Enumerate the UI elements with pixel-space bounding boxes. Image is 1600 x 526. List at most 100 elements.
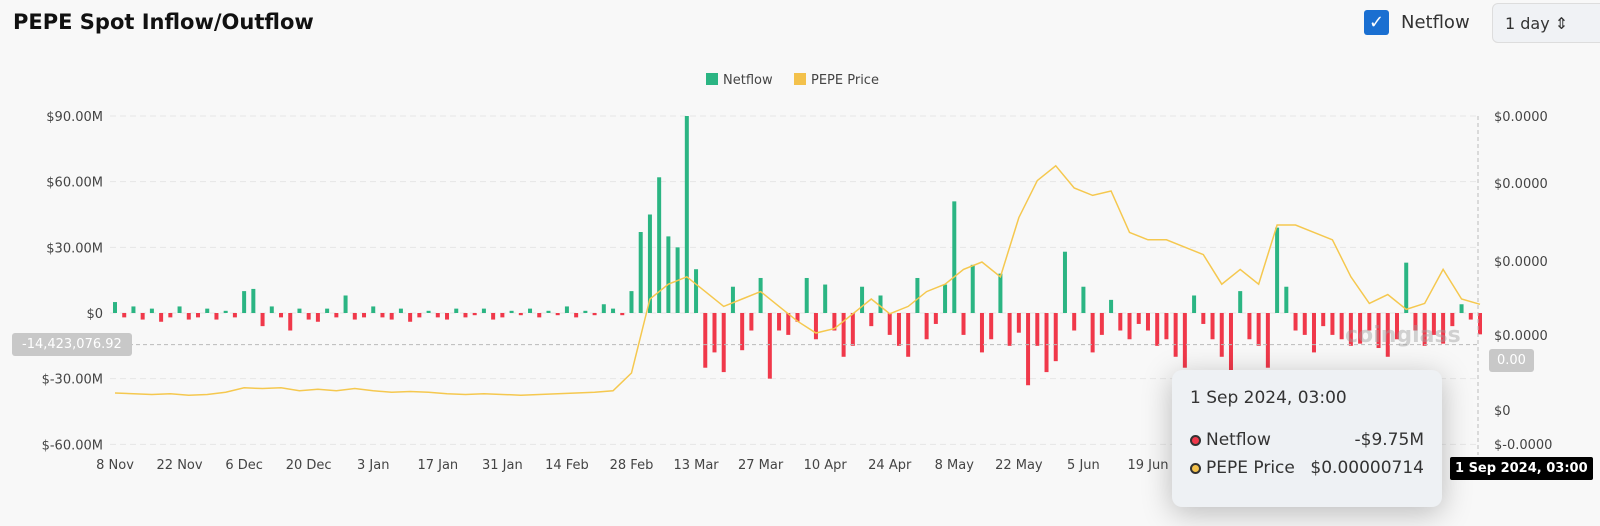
netflow-bar: [398, 308, 403, 313]
netflow-bar: [795, 313, 800, 322]
netflow-bar: [1450, 313, 1455, 327]
netflow-bar: [500, 313, 505, 318]
netflow-bar: [196, 313, 201, 318]
crosshair-x-label: 1 Sep 2024, 03:00: [1450, 457, 1593, 480]
y-left-tick: $-60.00M: [42, 438, 103, 453]
netflow-bar: [269, 306, 274, 313]
netflow-bar: [1385, 313, 1390, 357]
interval-select[interactable]: 1 day ⇕: [1492, 3, 1600, 43]
netflow-bar: [1053, 313, 1058, 362]
netflow-bar: [1431, 313, 1436, 335]
netflow-bar: [1099, 313, 1104, 335]
netflow-bar: [767, 313, 772, 379]
page-title: PEPE Spot Inflow/Outflow: [13, 10, 314, 34]
netflow-bar: [315, 313, 320, 322]
x-tick: 22 May: [995, 458, 1043, 473]
netflow-bar: [1275, 227, 1280, 313]
netflow-bar: [140, 313, 145, 320]
netflow-bar: [933, 313, 938, 324]
y-right-tick: $0: [1494, 404, 1511, 419]
netflow-bar: [740, 313, 745, 351]
netflow-bar: [777, 313, 782, 331]
netflow-bar: [887, 313, 892, 335]
netflow-bar: [721, 313, 726, 373]
netflow-bar: [869, 313, 874, 327]
x-tick: 27 Mar: [738, 458, 784, 473]
netflow-bar: [952, 201, 957, 313]
netflow-bar: [251, 288, 256, 313]
netflow-bar: [583, 310, 588, 313]
netflow-bar: [943, 284, 948, 313]
netflow-bar: [1007, 313, 1012, 346]
netflow-bar: [712, 313, 717, 353]
netflow-bar: [1044, 313, 1049, 373]
netflow-bar: [786, 313, 791, 335]
netflow-checkbox-label[interactable]: Netflow: [1401, 12, 1470, 33]
netflow-bar: [555, 313, 560, 316]
netflow-bar: [1182, 313, 1187, 368]
netflow-bar: [463, 313, 468, 318]
netflow-bar: [970, 264, 975, 313]
netflow-bar: [860, 286, 865, 313]
y-left-tick: $0: [86, 307, 103, 322]
netflow-bar: [1136, 313, 1141, 324]
netflow-bar: [1468, 313, 1473, 320]
netflow-bar: [1413, 313, 1418, 331]
netflow-bar: [389, 313, 394, 320]
netflow-bar: [371, 306, 376, 313]
crosshair-right-label: 0.00: [1489, 349, 1534, 372]
netflow-bar: [896, 313, 901, 346]
x-tick: 14 Feb: [545, 458, 589, 473]
netflow-bar: [1367, 313, 1372, 331]
netflow-bar: [186, 313, 191, 320]
netflow-bar: [435, 313, 440, 318]
netflow-bar: [1247, 313, 1252, 340]
netflow-bar: [1339, 313, 1344, 340]
tooltip-value: $0.00000714: [1310, 458, 1424, 478]
netflow-bar: [1348, 313, 1353, 346]
x-tick: 3 Jan: [357, 458, 389, 473]
x-tick: 13 Mar: [673, 458, 719, 473]
netflow-bar: [343, 295, 348, 313]
netflow-bar: [177, 306, 182, 313]
netflow-bar: [924, 313, 929, 340]
tooltip: 1 Sep 2024, 03:00 Netflow -$9.75M PEPE P…: [1172, 370, 1442, 507]
netflow-bar: [159, 313, 164, 322]
netflow-bar: [758, 277, 763, 313]
x-tick: 28 Feb: [610, 458, 654, 473]
netflow-bar: [804, 277, 809, 313]
netflow-bar: [841, 313, 846, 357]
netflow-bar: [1404, 262, 1409, 313]
netflow-bar: [1330, 313, 1335, 335]
netflow-checkbox[interactable]: ✓: [1364, 10, 1389, 35]
netflow-bar: [1358, 313, 1363, 344]
tooltip-row-netflow: Netflow -$9.75M: [1190, 430, 1424, 450]
crosshair-y-label: -14,423,076.92: [12, 333, 132, 356]
netflow-bar: [1016, 313, 1021, 333]
netflow-bar: [1201, 313, 1206, 324]
netflow-bar: [223, 310, 228, 313]
x-tick: 5 Jun: [1067, 458, 1100, 473]
netflow-bar: [1284, 286, 1289, 313]
netflow-bar: [260, 313, 265, 327]
y-right-tick: $0.0000: [1494, 329, 1548, 344]
netflow-bar: [998, 273, 1003, 313]
netflow-bar: [334, 313, 339, 318]
netflow-bar: [601, 304, 606, 313]
netflow-bar: [749, 313, 754, 331]
netflow-bar: [1145, 313, 1150, 331]
netflow-bar: [528, 308, 533, 313]
netflow-bar: [1293, 313, 1298, 331]
netflow-bar: [491, 313, 496, 320]
netflow-bar: [1441, 313, 1446, 344]
x-tick: 17 Jan: [417, 458, 458, 473]
netflow-bar: [279, 313, 284, 318]
netflow-bar: [1081, 286, 1086, 313]
netflow-bar: [1192, 295, 1197, 313]
netflow-bar: [638, 232, 643, 313]
netflow-bar: [481, 308, 486, 313]
x-tick: 8 Nov: [96, 458, 134, 473]
netflow-bar: [647, 214, 652, 313]
netflow-bar: [850, 313, 855, 346]
netflow-bar: [1062, 251, 1067, 313]
